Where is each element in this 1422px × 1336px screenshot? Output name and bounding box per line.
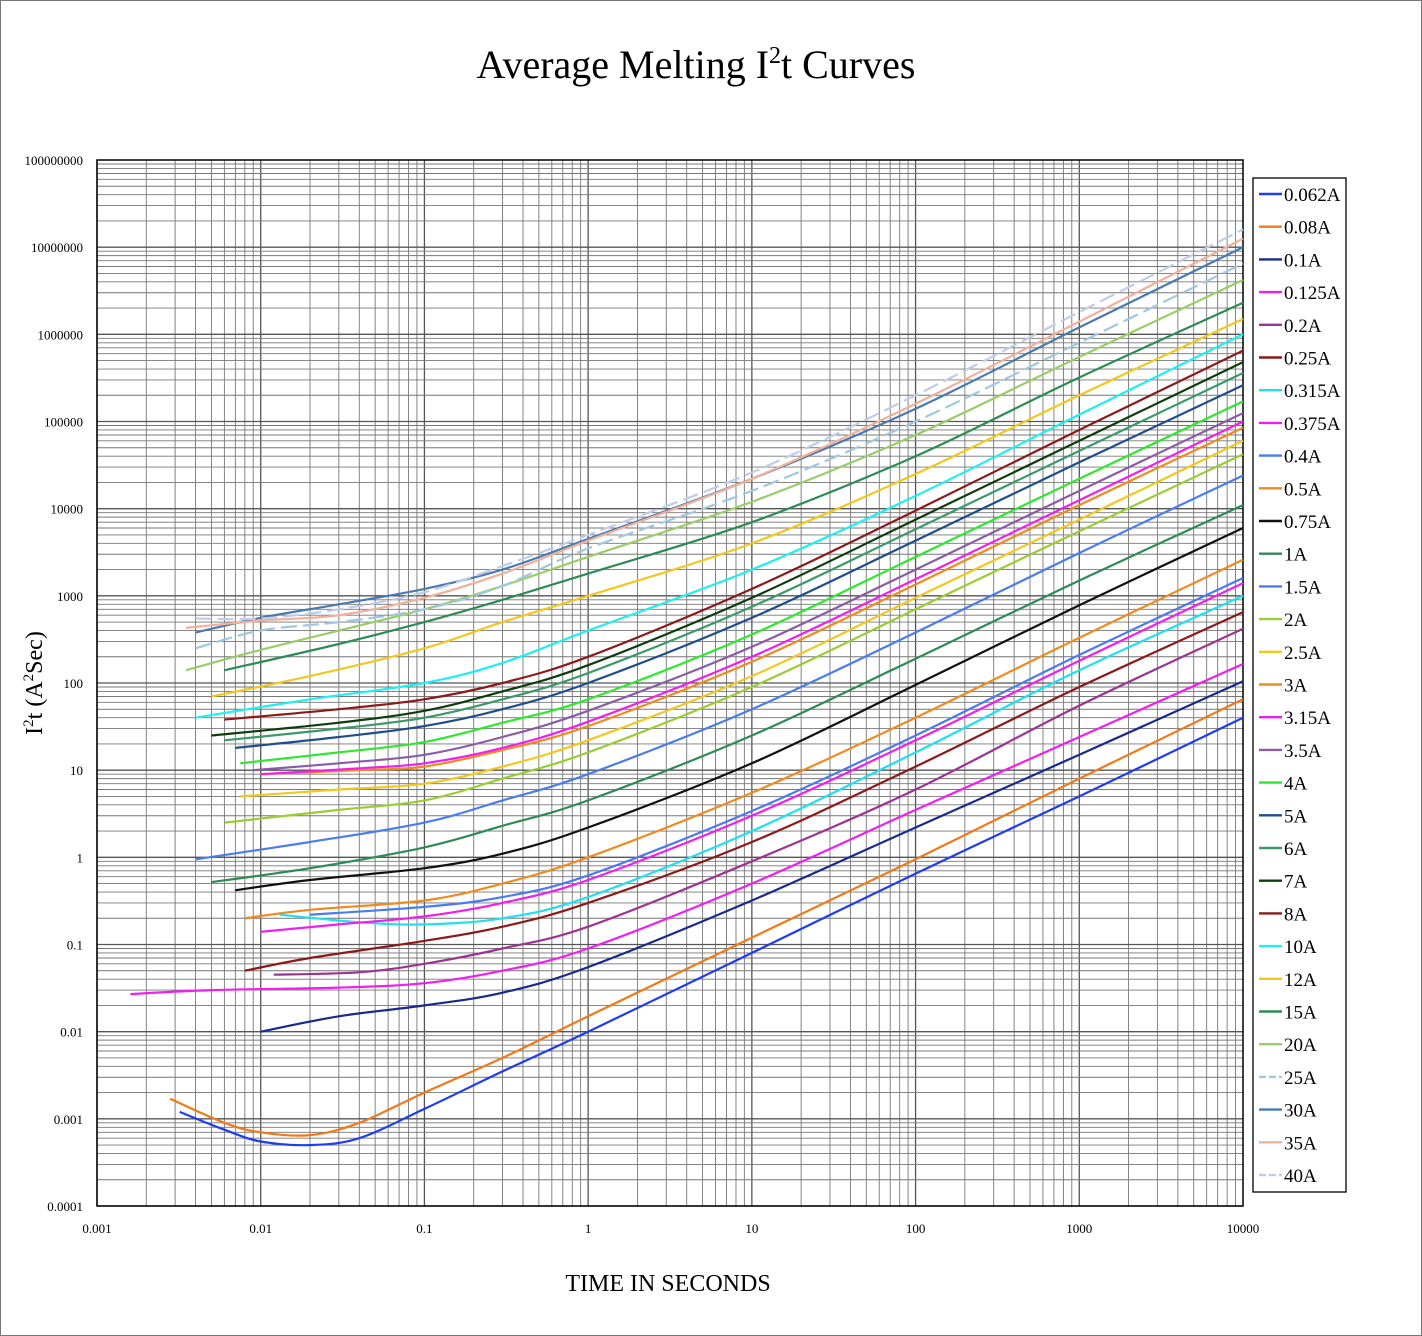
series-line-0_25A (244, 611, 1244, 972)
legend-entry-label: 40A (1284, 1166, 1317, 1187)
legend-entry-label: 15A (1284, 1003, 1317, 1024)
legend-entry-label: 7A (1284, 872, 1308, 893)
series-line-10A (195, 333, 1244, 719)
series-line-12A (211, 318, 1244, 698)
series-line-4A (240, 400, 1244, 765)
x-axis-tick-labels: 0.001 0.01 0.1 1 10 100 1000 10000 (82, 1221, 1259, 1236)
series-line-0_2A (273, 627, 1244, 976)
x-tick-label: 10 (745, 1221, 758, 1236)
x-tick-label: 1 (585, 1221, 592, 1236)
y-tick-label: 10000000 (31, 240, 83, 255)
series-line-6A (224, 372, 1244, 742)
y-axis-title: I2t (A2Sec) (21, 631, 48, 735)
legend-entry-label: 3.15A (1284, 708, 1331, 729)
legend-entry-label: 8A (1284, 904, 1308, 925)
series-line-0_08A (169, 698, 1244, 1137)
legend-entry-label: 3A (1284, 676, 1308, 697)
series-line-0_5A (244, 558, 1244, 920)
legend-entry-label: 3.5A (1284, 741, 1322, 762)
legend-entry-label: 0.375A (1284, 414, 1341, 435)
legend-entry-label: 30A (1284, 1101, 1317, 1122)
legend-entry-label: 0.75A (1284, 512, 1331, 533)
series-line-3A (260, 426, 1244, 776)
series-line-8A (224, 349, 1244, 721)
series-line-2_5A (240, 439, 1244, 798)
series-lines (130, 228, 1244, 1147)
legend-entry-label: 4A (1284, 774, 1308, 795)
series-line-1A (211, 504, 1244, 884)
x-tick-label: 1000 (1066, 1221, 1092, 1236)
series-line-3_5A (253, 412, 1244, 772)
legend-entry-label: 20A (1284, 1035, 1317, 1056)
chart-title: Average Melting I2t Curves (477, 42, 916, 87)
series-line-7A (211, 361, 1244, 737)
series-line-0_75A (235, 527, 1244, 892)
x-axis-title: TIME IN SECONDS (565, 1271, 770, 1297)
legend-entry-label: 0.08A (1284, 218, 1331, 239)
series-line-1_5A (195, 474, 1244, 861)
series-line-0_4A (309, 577, 1244, 916)
plot-area-border (96, 159, 1244, 1207)
y-tick-label: 0.1 (67, 938, 83, 953)
series-line-30A (195, 246, 1244, 634)
x-tick-label: 0.01 (249, 1221, 272, 1236)
legend-entry-label: 5A (1284, 806, 1308, 827)
y-tick-label: 10000 (51, 502, 84, 517)
y-tick-label: 100000 (44, 415, 83, 430)
y-tick-label: 1000000 (38, 327, 84, 342)
legend-entry-label: 0.4A (1284, 447, 1322, 468)
y-tick-label: 10 (70, 763, 83, 778)
series-line-0_375A (260, 582, 1244, 933)
series-line-0_1A (260, 680, 1244, 1033)
y-tick-label: 100 (64, 676, 84, 691)
legend-entry-label: 0.315A (1284, 381, 1341, 402)
legend-entry-label: 12A (1284, 970, 1317, 991)
legend-entry-label: 0.1A (1284, 250, 1322, 271)
series-line-25A (195, 262, 1244, 650)
series-line-5A (235, 384, 1244, 749)
legend-entry-label: 2.5A (1284, 643, 1322, 664)
legend-entry-label: 10A (1284, 937, 1317, 958)
legend-entry-label: 0.25A (1284, 349, 1331, 370)
y-tick-label: 1 (77, 850, 84, 865)
x-tick-label: 0.1 (416, 1221, 432, 1236)
legend-entry-label: 1.5A (1284, 577, 1322, 598)
y-tick-label: 1000 (57, 589, 83, 604)
y-tick-label: 0.01 (60, 1025, 83, 1040)
series-line-15A (224, 301, 1244, 672)
series-line-0_315A (279, 594, 1244, 926)
series-line-2A (224, 453, 1244, 824)
legend-entry-label: 0.125A (1284, 283, 1341, 304)
series-line-0_062A (179, 716, 1244, 1147)
x-tick-label: 100 (906, 1221, 926, 1236)
y-tick-label: 0.0001 (47, 1199, 83, 1214)
y-axis-tick-labels: 0.0001 0.001 0.01 0.1 1 10 100 1000 10000 100000 1… (25, 153, 84, 1214)
series-line-20A (185, 279, 1244, 672)
x-tick-label: 0.001 (82, 1221, 111, 1236)
legend-entry-label: 0.5A (1284, 479, 1322, 500)
series-line-35A (185, 237, 1244, 629)
legend-entry-label: 35A (1284, 1133, 1317, 1154)
y-tick-label: 0.001 (54, 1112, 83, 1127)
series-line-0_125A (130, 662, 1244, 996)
legend: 0.062A 0.08A 0.1A 0.125A 0.2A 0.25A 0.315A 0.37… (1259, 185, 1341, 1187)
legend-entry-label: 25A (1284, 1068, 1317, 1089)
legend-entry-label: 0.062A (1284, 185, 1341, 206)
legend-entry-label: 2A (1284, 610, 1308, 631)
legend-entry-label: 6A (1284, 839, 1308, 860)
y-tick-label: 100000000 (25, 153, 84, 168)
x-tick-label: 10000 (1227, 1221, 1260, 1236)
legend-entry-label: 1A (1284, 545, 1308, 566)
legend-entry-label: 0.2A (1284, 316, 1322, 337)
series-line-3_15A (260, 420, 1244, 776)
series-line-40A (195, 228, 1244, 621)
